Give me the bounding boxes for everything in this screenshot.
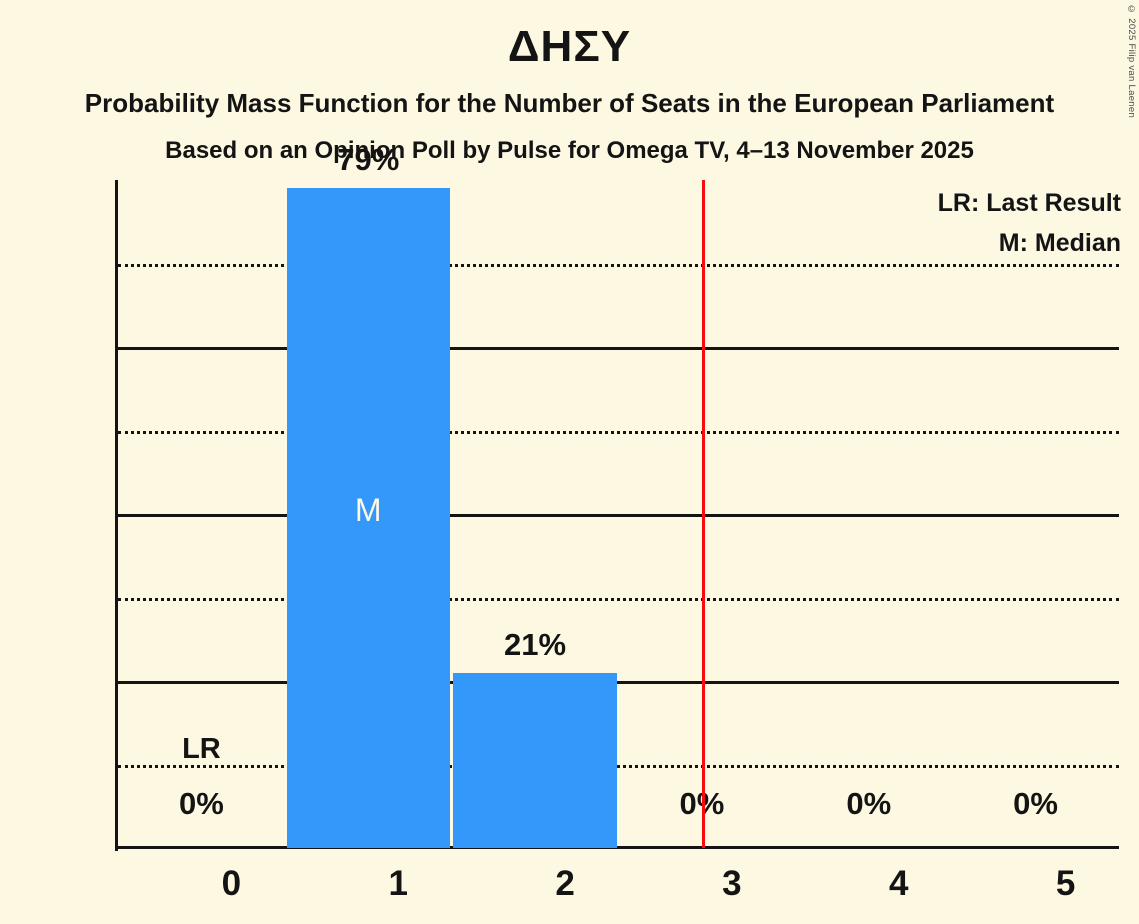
gridline-major	[118, 514, 1119, 517]
x-axis-tick-label: 2	[555, 864, 575, 903]
gridline-minor	[118, 430, 1119, 434]
x-axis-line	[115, 846, 1119, 849]
chart-subtitle: Probability Mass Function for the Number…	[84, 88, 1055, 118]
bar-value-label: 0%	[846, 786, 892, 821]
x-axis-tick-label: 1	[388, 864, 408, 903]
x-axis-tick-label: 0	[221, 864, 242, 903]
x-axis-tick-label: 5	[1055, 864, 1076, 903]
threshold-line	[701, 180, 705, 848]
legend-item-last-result: LR: Last Result	[937, 189, 1121, 217]
y-axis-line	[115, 180, 118, 851]
gridline-major	[118, 681, 1119, 684]
last-result-marker: LR	[182, 732, 221, 765]
bar-value-label: 21%	[504, 626, 567, 662]
legend: LR: Last Result M: Median	[938, 183, 1121, 263]
chart-source-subtitle: Based on an Opinion Poll by Pulse for Om…	[165, 137, 974, 164]
gridline-minor	[118, 597, 1119, 601]
copyright-notice: © 2025 Filip van Laenen	[1126, 4, 1137, 119]
x-axis-tick-label: 4	[889, 864, 909, 903]
bar: M	[286, 188, 450, 848]
bar-value-label: 0%	[179, 786, 224, 821]
legend-item-median: M: Median	[998, 229, 1121, 257]
x-axis-tick-label: 3	[722, 864, 742, 903]
median-marker: M	[354, 492, 382, 528]
gridline-major	[118, 347, 1119, 350]
bar	[453, 672, 617, 848]
gridline-minor	[118, 764, 1119, 768]
gridline-minor	[118, 263, 1119, 267]
bar-value-label: 0%	[1013, 786, 1058, 821]
plot-area: 20%40%60% M 0%79%21%0%0%0% LR	[118, 142, 1119, 848]
page-title: ΔΗΣΥ	[507, 22, 632, 71]
bar-value-label: 79%	[337, 142, 400, 178]
